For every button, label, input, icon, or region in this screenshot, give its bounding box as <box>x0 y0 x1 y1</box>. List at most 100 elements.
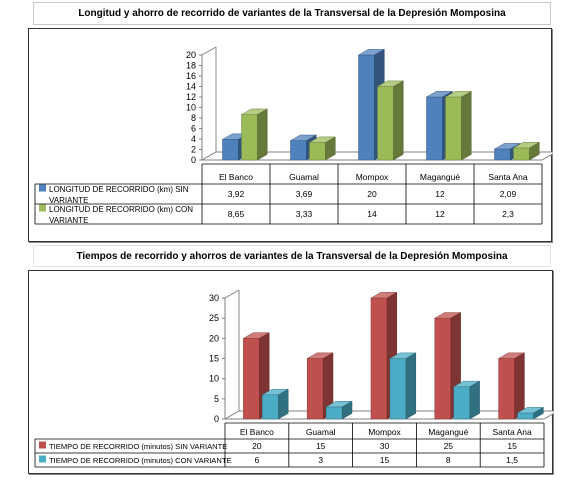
chart2-data-label: 20 <box>252 441 262 451</box>
chart2-y-tick-label: 25 <box>209 313 219 323</box>
chart2-bar-front <box>517 412 534 420</box>
chart2-svg: 0 5 10 15 20 25 30 El Banco Guamal Mompox Magangué… <box>34 289 560 468</box>
chart1-legend-key <box>39 204 46 212</box>
chart2-data-label: 1,5 <box>506 455 518 465</box>
chart2-data-label: 15 <box>380 455 390 465</box>
chart1-data-label: 20 <box>367 189 377 199</box>
chart1-bar <box>444 90 473 161</box>
chart2-y-tick-label: 15 <box>209 354 219 364</box>
chart1-y-tick-label: 14 <box>186 82 196 92</box>
chart2-bar-front <box>453 386 471 420</box>
chart1-legend-label: LONGITUD DE RECORRIDO (km) SIN <box>49 185 189 194</box>
chart1-bar-front <box>309 142 326 161</box>
chart2-data-label: 6 <box>255 455 260 465</box>
chart1-y-tick-label: 10 <box>186 103 196 113</box>
chart1-y-tick-label: 20 <box>186 50 196 60</box>
chart2-bar <box>325 400 353 420</box>
chart1-bar-front <box>513 147 530 161</box>
chart1-category-label: El Banco <box>219 172 253 182</box>
chart1-data-label: 8,65 <box>228 209 245 219</box>
chart2-data-label: 3 <box>318 455 323 465</box>
chart1-bar-side <box>393 80 404 161</box>
chart1-bar <box>376 80 405 161</box>
chart1-data-label: 3,33 <box>296 209 313 219</box>
chart2-bar-side <box>341 400 353 420</box>
chart2-bar-front <box>370 297 388 420</box>
chart2-bar-front <box>325 406 343 420</box>
chart1-data-label: 14 <box>367 209 377 219</box>
chart2-bar-side <box>278 388 289 420</box>
chart1-bar-front <box>494 148 511 161</box>
cropped-footer-text <box>33 476 333 480</box>
chart2-category-label: Magangué <box>428 427 468 437</box>
chart1-y-axis-top <box>201 46 217 56</box>
chart1-legend-label: VARIANTE <box>49 216 88 225</box>
chart2-bar <box>370 291 398 420</box>
chart2-category-label: Santa Ana <box>492 427 532 437</box>
chart2-y-axis-top <box>224 289 240 299</box>
chart1-bar <box>512 141 541 161</box>
chart1-category-label: Guamal <box>289 172 319 182</box>
chart2-y-tick-label: 20 <box>209 333 219 343</box>
chart1-bar-front <box>445 96 462 161</box>
chart1-bar <box>308 136 337 161</box>
chart2-category-label: Guamal <box>306 427 336 437</box>
chart2-y-tick-label: 30 <box>209 293 219 303</box>
chart1-y-tick-label: 4 <box>191 134 196 144</box>
chart1-bar-front <box>358 54 375 161</box>
chart2-category-label: Mompox <box>368 427 401 437</box>
chart2-data-label: 8 <box>446 455 451 465</box>
chart2-bar <box>389 352 417 420</box>
chart2-y-tick-label: 10 <box>209 374 219 384</box>
chart2-bar <box>306 352 334 420</box>
chart1-y-tick-label: 2 <box>191 145 196 155</box>
chart1-bar-front <box>377 86 394 161</box>
chart1-bar-front <box>426 96 443 161</box>
chart1-data-label: 12 <box>435 189 445 199</box>
chart2-bar-side <box>533 406 544 420</box>
chart1-bar-front <box>222 139 239 161</box>
chart1-y-tick-label: 6 <box>191 124 196 134</box>
chart1-bar-front <box>241 114 258 161</box>
chart1-category-label: Santa Ana <box>488 172 528 182</box>
chart1-data-label: 2,09 <box>500 189 517 199</box>
chart2-bar <box>261 388 290 420</box>
chart2-legend-key <box>39 455 46 463</box>
chart2-bar-front <box>498 358 515 420</box>
chart1-bar-side <box>529 141 540 161</box>
chart1-data-label: 12 <box>435 209 445 219</box>
chart1-y-tick-label: 8 <box>191 113 196 123</box>
chart1-y-tick-label: 0 <box>191 155 196 165</box>
chart2-category-label: El Banco <box>240 427 274 437</box>
chart2-bar-side <box>405 352 417 420</box>
chart2-bar <box>497 352 526 420</box>
chart2-bar <box>516 406 545 420</box>
chart2-bar-front <box>262 394 279 420</box>
chart2-bar-front <box>389 358 407 420</box>
chart1-bar <box>240 108 269 161</box>
chart2-legend-label: TIEMPO DE RECORRIDO (minutos) CON VARIAN… <box>49 456 232 465</box>
chart2-bar <box>452 380 481 420</box>
chart2-data-label: 30 <box>380 441 390 451</box>
chart2-data-label: 15 <box>507 441 517 451</box>
chart1-bar-side <box>325 136 336 161</box>
chart2-legend-label: TIEMPO DE RECORRIDO (minutos) SIN VARIAN… <box>49 442 227 451</box>
chart1-y-tick-label: 18 <box>186 61 196 71</box>
chart2-panel: 0 5 10 15 20 25 30 El Banco Guamal Mompox Magangué… <box>28 270 560 474</box>
chart1-y-tick-label: 16 <box>186 71 196 81</box>
chart2-bar-front <box>434 317 452 420</box>
chart2-data-label: 25 <box>444 441 454 451</box>
chart2-bar-front <box>243 338 260 420</box>
chart2-y-tick-label: 5 <box>214 394 219 404</box>
chart2-y-tick-label: 0 <box>214 414 219 424</box>
chart2-legend-key <box>39 441 46 449</box>
chart1-bar-side <box>257 108 268 161</box>
chart1-category-label: Mompox <box>356 172 389 182</box>
chart1-data-label: 3,69 <box>296 189 313 199</box>
chart1-legend-label: VARIANTE <box>49 196 88 205</box>
chart1-bar-side <box>461 90 472 161</box>
chart1-legend-label: LONGITUD DE RECORRIDO (km) CON <box>49 205 193 214</box>
chart1-title: Longitud y ahorro de recorrido de varian… <box>33 2 551 25</box>
chart1-data-label: 3,92 <box>228 189 245 199</box>
